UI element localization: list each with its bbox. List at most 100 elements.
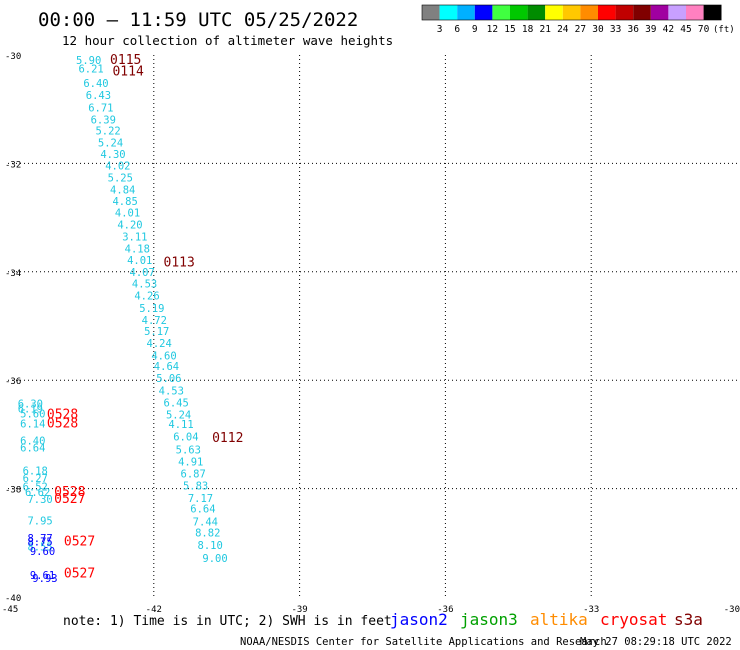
color-swatch (598, 5, 616, 20)
legend-item-cryosat: cryosat (600, 610, 667, 629)
color-swatch (474, 5, 493, 20)
wave-height-label: 4.18 (125, 243, 150, 255)
wave-height-label: 8.82 (195, 528, 220, 540)
color-swatch (527, 5, 546, 20)
wave-height-label: 5.24 (98, 137, 123, 149)
y-tick-label: -40 (5, 594, 21, 604)
wave-height-label: 4.20 (117, 220, 142, 232)
y-tick-label: -34 (5, 269, 21, 279)
color-swatch (510, 5, 528, 20)
wave-height-label: 6.19 (18, 403, 43, 415)
wave-height-label: 5.24 (166, 409, 191, 421)
x-tick-label: -33 (583, 605, 599, 615)
color-swatch (562, 5, 581, 20)
wave-height-label: 3.11 (122, 232, 147, 244)
wave-height-label: 9.00 (202, 553, 227, 565)
pass-time-label: 0527 (64, 535, 95, 550)
wave-height-label: 6.30 (18, 399, 43, 411)
wave-height-label: 9.60 (30, 546, 55, 558)
wave-height-label: 4.11 (168, 419, 193, 431)
wave-height-label: 4.72 (142, 315, 167, 327)
pass-time-label: 0528 (47, 407, 78, 422)
y-tick-label: -32 (5, 160, 21, 170)
chart-subtitle: 12 hour collection of altimeter wave hei… (62, 33, 393, 48)
wave-height-label: 5.60 (20, 408, 45, 420)
wave-height-label: 5.25 (108, 172, 133, 184)
wave-height-label: 7.95 (27, 516, 52, 528)
legend-item-jason2: jason2 (390, 610, 448, 629)
y-tick-label: -36 (5, 377, 21, 387)
wave-height-label: 6.62 (25, 487, 50, 499)
x-tick-label: -39 (291, 605, 307, 615)
color-swatch (615, 5, 634, 20)
color-scale-ticks: 3 6 9 12 15 18 21 24 27 30 33 36 39 42 45 70 (437, 24, 710, 35)
wave-height-label: 6.39 (91, 114, 116, 126)
wave-height-label: 4.85 (112, 196, 137, 208)
wave-height-label: 4.07 (130, 267, 155, 279)
color-swatch (422, 5, 440, 20)
wave-height-label: 4.01 (127, 255, 152, 267)
color-scale-tick-label: 3 (437, 24, 443, 35)
pass-time-label: 0114 (112, 64, 143, 79)
wave-height-label: 5.90 (76, 55, 101, 67)
wave-height-label: 5.63 (176, 445, 201, 457)
pass-time-label: 0528 (54, 485, 85, 500)
wave-height-label: 4.60 (151, 350, 176, 362)
y-axis-ticks: -30 -32 -34 -36 -38 -40 (5, 52, 21, 604)
pass-time-label: 0528 (47, 417, 78, 432)
wave-height-label: 8.77 (27, 533, 52, 545)
color-scale-tick-label: 45 (680, 24, 691, 35)
color-scale-tick-label: 27 (575, 24, 586, 35)
wave-height-label: 5.19 (139, 303, 164, 315)
wave-height-label: 5.83 (183, 480, 208, 492)
wave-height-label: 6.52 (23, 481, 48, 493)
x-tick-label: -42 (146, 605, 162, 615)
wave-height-label: 4.01 (115, 208, 140, 220)
color-swatch (668, 5, 686, 20)
footer-timestamp: May 27 08:29:18 UTC 2022 (580, 636, 732, 648)
wave-height-label: 5.22 (95, 125, 120, 137)
satellite-legend: jason2 jason3 altika cryosat s3a (390, 610, 703, 629)
data-labels: 5.906.216.406.436.716.395.225.244.304.02… (18, 53, 244, 585)
color-swatch (703, 5, 722, 20)
wave-height-label: 6.87 (181, 468, 206, 480)
color-swatch (633, 5, 651, 20)
wave-height-label: 8.10 (198, 540, 223, 552)
wave-height-label: 6.71 (88, 103, 113, 115)
color-scale-tick-label: 39 (645, 24, 657, 35)
wave-height-label: 4.64 (154, 361, 179, 373)
color-scale-unit: (ft) (713, 25, 735, 35)
wave-height-label: 6.21 (78, 64, 103, 76)
wave-height-label: 8.75 (27, 537, 52, 549)
wave-height-label: 4.24 (147, 338, 172, 350)
color-scale-tick-label: 6 (454, 24, 460, 35)
wave-height-label: 6.40 (20, 435, 45, 447)
wave-height-label: 9.61 (30, 570, 55, 582)
y-tick-label: -30 (5, 52, 21, 62)
pass-time-label: 0115 (110, 53, 141, 68)
color-scale-tick-label: 21 (539, 24, 551, 35)
wave-height-label: 7.30 (27, 494, 52, 506)
wave-height-label: 6.27 (23, 473, 48, 485)
x-axis-ticks: -45 -42 -39 -36 -33 -30 (2, 605, 740, 615)
wave-height-label: 9.93 (32, 573, 57, 585)
footer-note: note: 1) Time is in UTC; 2) SWH is in fe… (63, 614, 392, 629)
color-bar-frame (421, 4, 722, 21)
color-scale-tick-label: 15 (504, 24, 515, 35)
x-tick-label: -45 (2, 605, 18, 615)
wave-height-label: 6.40 (83, 78, 108, 90)
wave-height-label: 5.06 (156, 373, 181, 385)
color-swatch (545, 5, 563, 20)
legend-item-altika: altika (530, 610, 588, 629)
chart-title: 00:00 – 11:59 UTC 05/25/2022 (38, 9, 358, 31)
wave-height-label: 4.02 (105, 161, 130, 173)
color-scale-bar (421, 4, 722, 21)
wave-height-label: 4.91 (178, 457, 203, 469)
wave-height-label: 6.43 (86, 90, 111, 102)
color-swatch (457, 5, 475, 20)
wave-height-label: 6.64 (20, 442, 45, 454)
color-scale-tick-label: 18 (522, 24, 534, 35)
wave-height-label: 4.84 (110, 184, 135, 196)
color-scale-tick-label: 12 (487, 24, 498, 35)
wave-height-label: 6.18 (23, 466, 48, 478)
